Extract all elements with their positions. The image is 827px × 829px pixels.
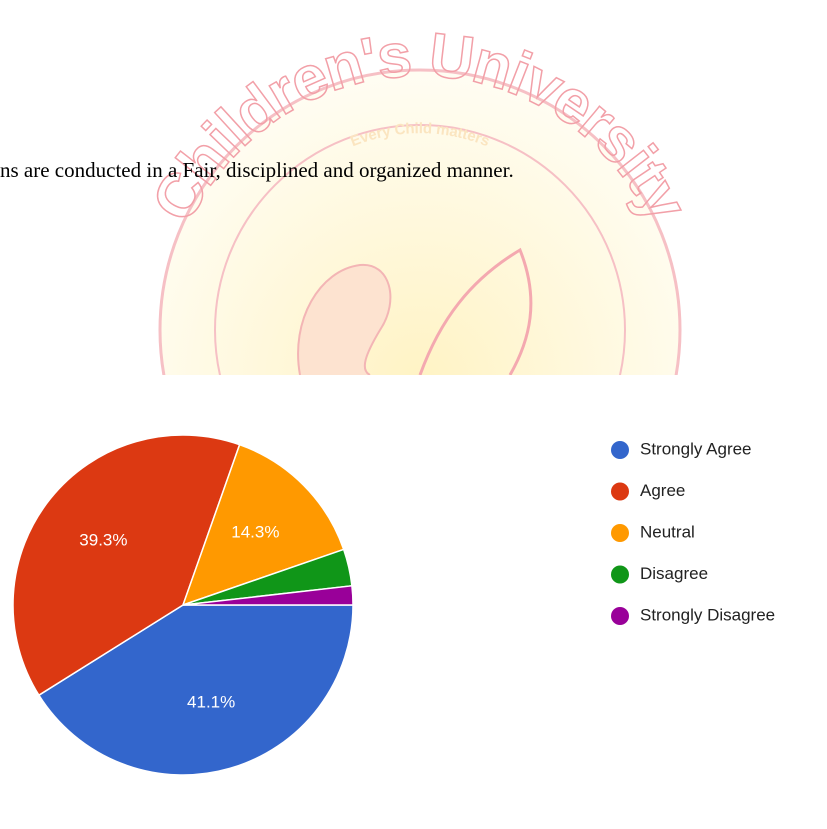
pie-slice [37, 604, 354, 776]
watermark-ring [214, 124, 626, 375]
legend-marker [611, 607, 629, 625]
watermark: Children's University Every Child matter… [139, 20, 701, 375]
pie-slice [182, 584, 354, 606]
legend-label: Strongly Agree [640, 439, 752, 458]
watermark-figure [297, 263, 392, 375]
legend-label: Neutral [640, 522, 695, 541]
legend-label: Strongly Disagree [640, 605, 775, 624]
legend-marker [611, 482, 629, 501]
legend-label: Agree [640, 481, 685, 500]
legend-marker [611, 565, 629, 584]
legend-label: Disagree [640, 564, 708, 583]
value-label: 14.3% [231, 523, 279, 542]
pie-slice [181, 443, 345, 607]
value-label: 41.1% [187, 693, 235, 712]
legend-marker [611, 441, 629, 459]
watermark-disc [158, 68, 682, 375]
value-label: 39.3% [79, 531, 127, 550]
watermark-flame [418, 247, 533, 375]
chart-title: ns are conducted in a Fair, disciplined … [0, 158, 514, 182]
pie-slice [12, 434, 241, 697]
legend-marker [611, 524, 629, 542]
